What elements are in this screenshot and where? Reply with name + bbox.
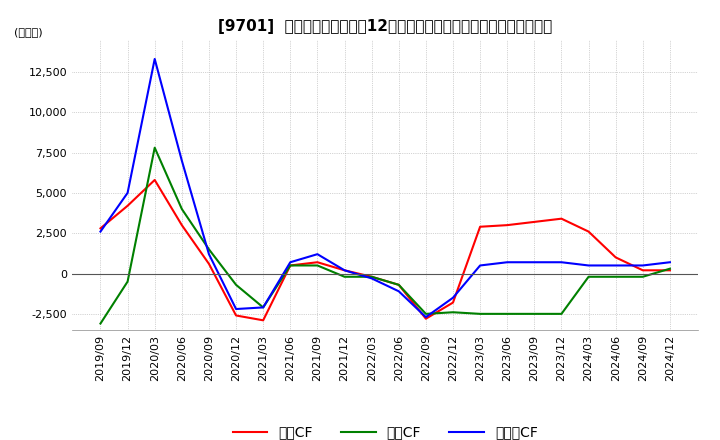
投資CF <box>259 305 268 310</box>
営業CF <box>611 255 620 260</box>
営業CF <box>557 216 566 221</box>
投資CF <box>557 311 566 316</box>
投資CF <box>395 282 403 287</box>
フリーCF <box>259 305 268 310</box>
Legend: 営業CF, 投資CF, フリーCF: 営業CF, 投資CF, フリーCF <box>228 420 543 440</box>
営業CF <box>395 282 403 287</box>
フリーCF <box>150 56 159 62</box>
投資CF <box>96 321 105 326</box>
営業CF <box>286 263 294 268</box>
フリーCF <box>178 158 186 163</box>
投資CF <box>584 274 593 279</box>
フリーCF <box>204 252 213 257</box>
フリーCF <box>367 276 376 281</box>
フリーCF <box>476 263 485 268</box>
投資CF <box>476 311 485 316</box>
営業CF <box>584 229 593 234</box>
投資CF <box>204 247 213 252</box>
投資CF <box>639 274 647 279</box>
営業CF <box>313 260 322 265</box>
Line: 投資CF: 投資CF <box>101 148 670 323</box>
フリーCF <box>611 263 620 268</box>
投資CF <box>123 279 132 284</box>
フリーCF <box>96 229 105 234</box>
フリーCF <box>449 295 457 301</box>
営業CF <box>178 223 186 228</box>
投資CF <box>232 282 240 287</box>
投資CF <box>150 145 159 150</box>
投資CF <box>286 263 294 268</box>
フリーCF <box>665 260 674 265</box>
投資CF <box>665 266 674 271</box>
営業CF <box>449 300 457 305</box>
Line: 営業CF: 営業CF <box>101 180 670 320</box>
投資CF <box>367 274 376 279</box>
Title: [9701]  キャッシュフローだ12か月移動合計の対前年同期増減額の推移: [9701] キャッシュフローだ12か月移動合計の対前年同期増減額の推移 <box>218 19 552 34</box>
フリーCF <box>313 252 322 257</box>
Y-axis label: (百万円): (百万円) <box>14 27 42 37</box>
投資CF <box>530 311 539 316</box>
営業CF <box>421 316 430 321</box>
フリーCF <box>584 263 593 268</box>
フリーCF <box>503 260 511 265</box>
投資CF <box>178 206 186 212</box>
フリーCF <box>286 260 294 265</box>
投資CF <box>341 274 349 279</box>
投資CF <box>421 311 430 316</box>
営業CF <box>96 226 105 231</box>
営業CF <box>123 203 132 209</box>
投資CF <box>611 274 620 279</box>
フリーCF <box>395 289 403 294</box>
フリーCF <box>123 190 132 195</box>
営業CF <box>503 223 511 228</box>
投資CF <box>503 311 511 316</box>
フリーCF <box>421 315 430 320</box>
投資CF <box>313 263 322 268</box>
営業CF <box>476 224 485 229</box>
営業CF <box>367 274 376 279</box>
営業CF <box>639 268 647 273</box>
フリーCF <box>232 306 240 312</box>
フリーCF <box>530 260 539 265</box>
営業CF <box>150 177 159 183</box>
営業CF <box>665 268 674 273</box>
フリーCF <box>341 268 349 273</box>
営業CF <box>204 261 213 267</box>
Line: フリーCF: フリーCF <box>101 59 670 317</box>
営業CF <box>232 313 240 318</box>
営業CF <box>259 318 268 323</box>
営業CF <box>341 268 349 273</box>
営業CF <box>530 219 539 224</box>
フリーCF <box>557 260 566 265</box>
フリーCF <box>639 263 647 268</box>
投資CF <box>449 310 457 315</box>
